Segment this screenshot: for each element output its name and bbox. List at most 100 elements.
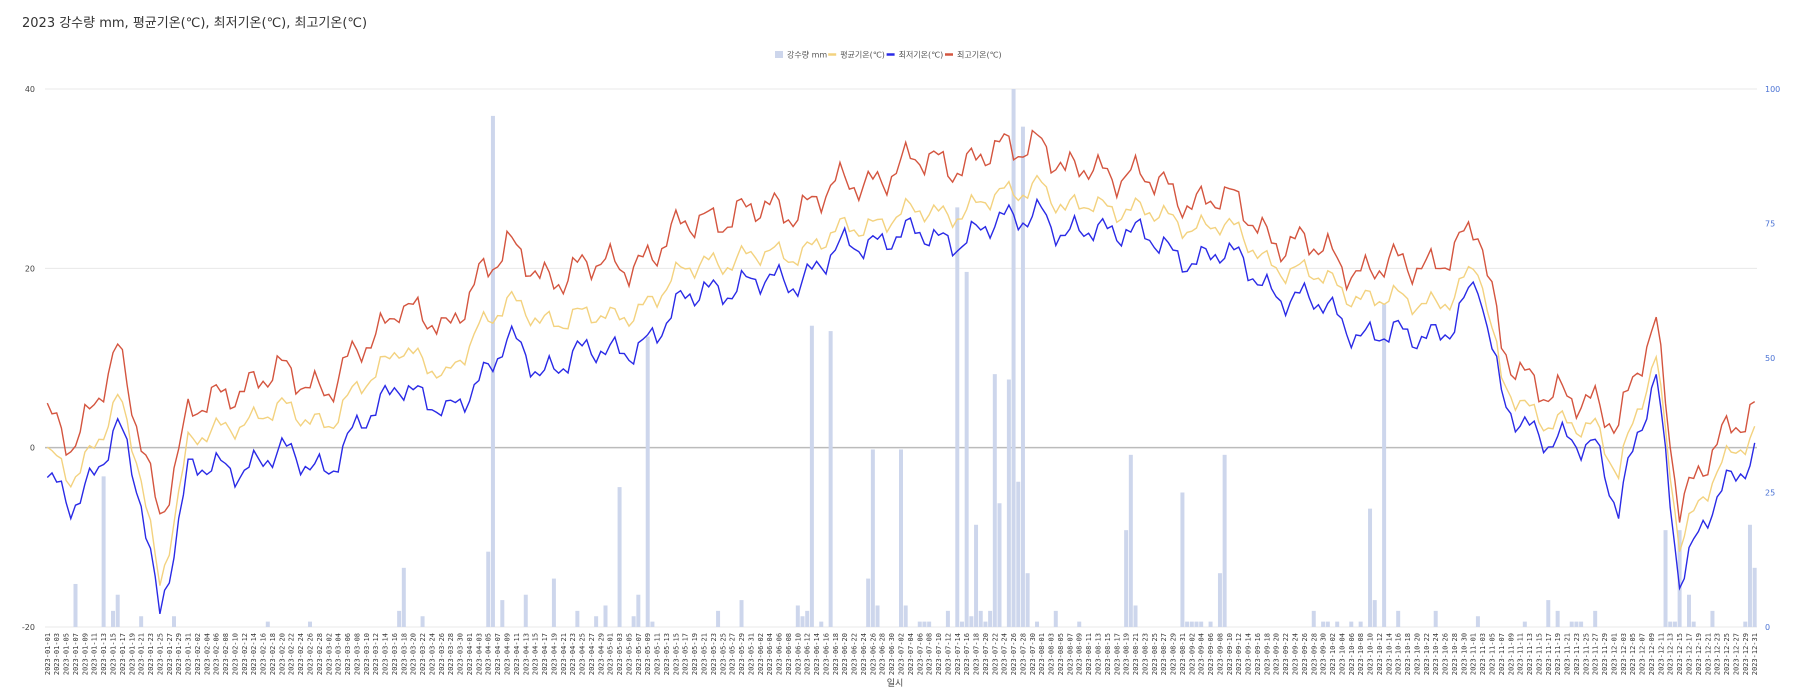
x-tick-label: 2023-07-28 — [1020, 633, 1028, 675]
precipitation-bar — [1335, 621, 1340, 627]
x-tick-label: 2023-03-22 — [419, 633, 427, 675]
precipitation-bar — [1208, 621, 1213, 627]
x-tick-label: 2023-06-20 — [841, 633, 849, 675]
x-tick-label: 2023-10-04 — [1338, 633, 1346, 675]
x-tick-label: 2023-12-05 — [1629, 633, 1637, 675]
x-tick-label: 2023-01-15 — [110, 633, 118, 675]
x-tick-label: 2023-09-12 — [1235, 633, 1243, 675]
x-tick-label: 2023-12-19 — [1695, 633, 1703, 675]
precipitation-bar — [1311, 610, 1316, 627]
x-tick-label: 2023-07-30 — [1029, 633, 1037, 675]
legend: 강수량 mm 평균기온(℃) 최저기온(℃) 최고기온(℃) — [775, 50, 1002, 60]
x-tick-label: 2023-04-21 — [560, 633, 568, 675]
x-tick-label: 2023-01-13 — [100, 633, 108, 675]
x-tick-label: 2023-09-30 — [1320, 633, 1328, 675]
precipitation-bar — [1321, 621, 1326, 627]
x-tick-label: 2023-04-27 — [588, 633, 596, 675]
x-tick-label: 2023-08-23 — [1141, 633, 1149, 675]
x-tick-label: 2023-09-14 — [1245, 633, 1253, 675]
precipitation-bar — [716, 610, 721, 627]
x-tick-label: 2023-01-05 — [63, 633, 71, 675]
x-tick-label: 2023-11-07 — [1498, 633, 1506, 675]
x-tick-label: 2023-04-19 — [550, 633, 558, 675]
precipitation-bar — [1569, 621, 1574, 627]
x-tick-label: 2023-05-21 — [701, 633, 709, 675]
x-tick-label: 2023-02-10 — [232, 633, 240, 675]
x-tick-label: 2023-09-04 — [1198, 633, 1206, 675]
x-tick-label: 2023-01-25 — [156, 633, 164, 675]
x-tick-label: 2023-06-22 — [851, 633, 859, 675]
precipitation-bar — [870, 449, 875, 627]
x-tick-label: 2023-10-12 — [1376, 633, 1384, 675]
x-tick-label: 2023-06-02 — [757, 633, 765, 675]
x-tick-label: 2023-08-07 — [1066, 633, 1074, 675]
x-tick-label: 2023-09-26 — [1301, 633, 1309, 675]
x-tick-label: 2023-07-26 — [1010, 633, 1018, 675]
y-tick-label: 40 — [25, 85, 35, 94]
x-tick-label: 2023-08-19 — [1123, 633, 1131, 675]
precipitation-bar — [866, 578, 871, 627]
precipitation-bar — [1710, 610, 1715, 627]
x-tick-label: 2023-11-21 — [1564, 633, 1572, 675]
precipitation-bar — [1396, 610, 1401, 627]
y-tick-label: 0 — [30, 444, 35, 453]
x-tick-label: 2023-05-01 — [607, 633, 615, 675]
x-tick-label: 2023-07-04 — [907, 633, 915, 675]
x-tick-label: 2023-08-15 — [1104, 633, 1112, 675]
x-tick-label: 2023-09-18 — [1263, 633, 1271, 675]
precipitation-bar — [1025, 573, 1030, 627]
x-tick-label: 2023-02-16 — [260, 633, 268, 675]
x-tick-label: 2023-08-25 — [1151, 633, 1159, 675]
x-tick-label: 2023-12-21 — [1704, 633, 1712, 675]
precipitation-bar — [1574, 621, 1579, 627]
precipitation-bar — [486, 551, 491, 627]
x-tick-label: 2023-05-03 — [616, 633, 624, 675]
x-tick-label: 2023-04-07 — [494, 633, 502, 675]
x-tick-label: 2023-06-04 — [766, 633, 774, 675]
x-tick-label: 2023-01-19 — [128, 633, 136, 675]
x-tick-label: 2023-07-16 — [963, 633, 971, 675]
precipitation-bar — [1677, 530, 1682, 627]
x-tick-label: 2023-10-14 — [1385, 633, 1393, 675]
x-tick-label: 2023-12-25 — [1723, 633, 1731, 675]
x-tick-label: 2023-02-12 — [241, 633, 249, 675]
x-tick-label: 2023-11-05 — [1489, 633, 1497, 675]
x-tick-label: 2023-03-16 — [391, 633, 399, 675]
precipitation-bar — [875, 605, 880, 627]
x-tick-label: 2023-02-28 — [316, 633, 324, 675]
x-tick-label: 2023-08-05 — [1057, 633, 1065, 675]
precipitation-bar — [969, 616, 974, 627]
x-tick-label: 2023-11-03 — [1479, 633, 1487, 675]
x-tick-label: 2023-01-23 — [147, 633, 155, 675]
x-tick-label: 2023-10-02 — [1329, 633, 1337, 675]
x-tick-label: 2023-08-31 — [1179, 633, 1187, 675]
x-tick-label: 2023-06-10 — [794, 633, 802, 675]
precipitation-bar — [1325, 621, 1330, 627]
x-tick-label: 2023-07-18 — [973, 633, 981, 675]
x-tick-label: 2023-02-20 — [278, 633, 286, 675]
precipitation-bar — [650, 621, 655, 627]
x-tick-label: 2023-11-19 — [1554, 633, 1562, 675]
temperature-lines — [46, 129, 1756, 615]
x-tick-label: 2023-11-27 — [1592, 633, 1600, 675]
precipitation-bar — [1752, 567, 1757, 627]
x-tick-label: 2023-02-04 — [203, 633, 211, 675]
x-tick-label: 2023-07-12 — [944, 633, 952, 675]
x-tick-label: 2023-08-01 — [1038, 633, 1046, 675]
x-tick-label: 2023-04-17 — [541, 633, 549, 675]
x-tick-label: 2023-05-05 — [626, 633, 634, 675]
series-avg-temp-line — [46, 174, 1756, 586]
precipitation-bar — [1522, 621, 1527, 627]
y2-tick-label: 0 — [1765, 623, 1770, 632]
x-tick-label: 2023-03-06 — [344, 633, 352, 675]
x-tick-label: 2023-10-28 — [1451, 633, 1459, 675]
x-tick-label: 2023-12-03 — [1620, 633, 1628, 675]
precipitation-bar — [1686, 594, 1691, 627]
x-tick-label: 2023-01-07 — [72, 633, 80, 675]
precipitation-bar — [955, 207, 960, 628]
precipitation-bar — [974, 524, 979, 627]
chart-title: 2023 강수량 mm, 평균기온(℃), 최저기온(℃), 최고기온(℃) — [22, 16, 368, 31]
x-tick-label: 2023-01-27 — [166, 633, 174, 675]
precipitation-bar — [523, 594, 528, 627]
